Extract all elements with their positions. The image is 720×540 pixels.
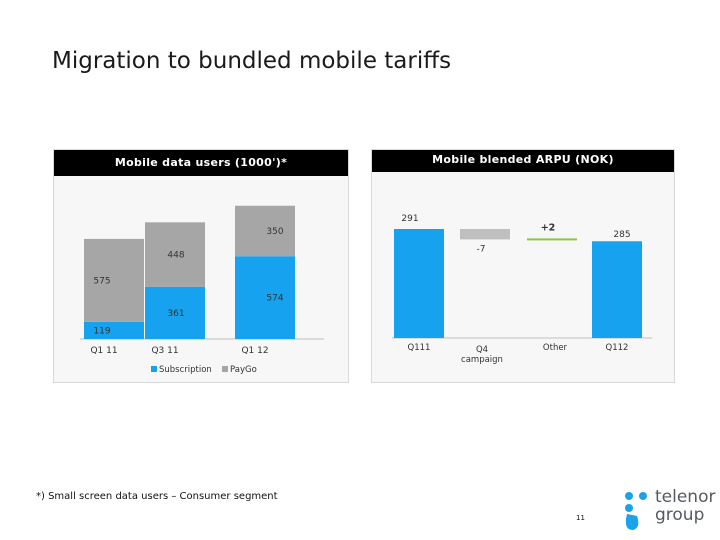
bar-step-other bbox=[527, 238, 577, 241]
bar-subscription-2 bbox=[235, 256, 295, 339]
bar-total-start bbox=[394, 229, 444, 338]
label-subscription-0: 119 bbox=[93, 326, 110, 336]
x-tick-1: Q3 11 bbox=[151, 346, 178, 356]
left-chart-title: Mobile data users (1000')* bbox=[54, 150, 348, 176]
page-number: 11 bbox=[576, 514, 585, 522]
label-subscription-1: 361 bbox=[167, 309, 184, 319]
mobile-data-users-panel: Mobile data users (1000')* 119 575 Q1 11 36… bbox=[53, 149, 349, 383]
telenor-logo: telenor group bbox=[617, 488, 717, 532]
logo-line-1: telenor bbox=[655, 487, 716, 507]
footnote: *) Small screen data users – Consumer se… bbox=[36, 491, 278, 502]
x-tick-1-line-0: Q4 bbox=[476, 345, 488, 355]
x-tick-0-line-0: Q111 bbox=[408, 343, 431, 353]
logo-line-2: group bbox=[655, 505, 705, 525]
mobile-data-users-chart: 119 575 Q1 11 361 448 Q3 11 574 350 Q1 12 Subscri… bbox=[80, 205, 324, 375]
bar-subscription-1 bbox=[145, 286, 205, 339]
bar-paygo-1 bbox=[145, 222, 205, 287]
logo-wordmark: telenor group bbox=[655, 488, 715, 524]
x-tick-2: Other bbox=[543, 343, 568, 353]
label-step-other: +2 bbox=[541, 222, 556, 233]
right-chart-title: Mobile blended ARPU (NOK) bbox=[372, 150, 674, 172]
label-paygo-1: 448 bbox=[167, 251, 184, 261]
label-subscription-2: 574 bbox=[266, 294, 283, 304]
legend-label-subscription: Subscription bbox=[159, 365, 212, 375]
x-tick-1: Q4 campaign bbox=[461, 345, 503, 365]
telenor-propeller-icon bbox=[625, 492, 647, 530]
bar-step-q4-campaign bbox=[460, 229, 510, 240]
legend-swatch-subscription bbox=[151, 366, 157, 372]
label-total-end: 285 bbox=[613, 230, 630, 240]
x-tick-0: Q1 11 bbox=[90, 346, 117, 356]
arpu-waterfall-chart: 291 -7 +2 285 Q111 Q4 campaign Other Q112 bbox=[392, 214, 652, 365]
x-tick-2: Q1 12 bbox=[241, 346, 268, 356]
label-total-start: 291 bbox=[401, 214, 418, 224]
label-paygo-2: 350 bbox=[266, 227, 283, 237]
bar-paygo-2 bbox=[235, 205, 295, 257]
arpu-panel: Mobile blended ARPU (NOK) 291 -7 +2 285 Q111… bbox=[371, 149, 675, 383]
x-tick-3: Q112 bbox=[606, 343, 629, 353]
x-tick-3-line-0: Q112 bbox=[606, 343, 629, 353]
bar-paygo-0 bbox=[84, 238, 144, 322]
x-tick-2-line-0: Other bbox=[543, 343, 568, 353]
label-paygo-0: 575 bbox=[93, 276, 110, 286]
x-tick-0: Q111 bbox=[408, 343, 431, 353]
legend-swatch-paygo bbox=[222, 366, 228, 372]
bar-total-end bbox=[592, 241, 642, 338]
page-title: Migration to bundled mobile tariffs bbox=[52, 48, 452, 74]
legend-label-paygo: PayGo bbox=[230, 365, 257, 375]
x-tick-1-line-1: campaign bbox=[461, 355, 503, 365]
label-step-q4-campaign: -7 bbox=[477, 244, 486, 254]
bar-subscription-0 bbox=[84, 321, 144, 339]
